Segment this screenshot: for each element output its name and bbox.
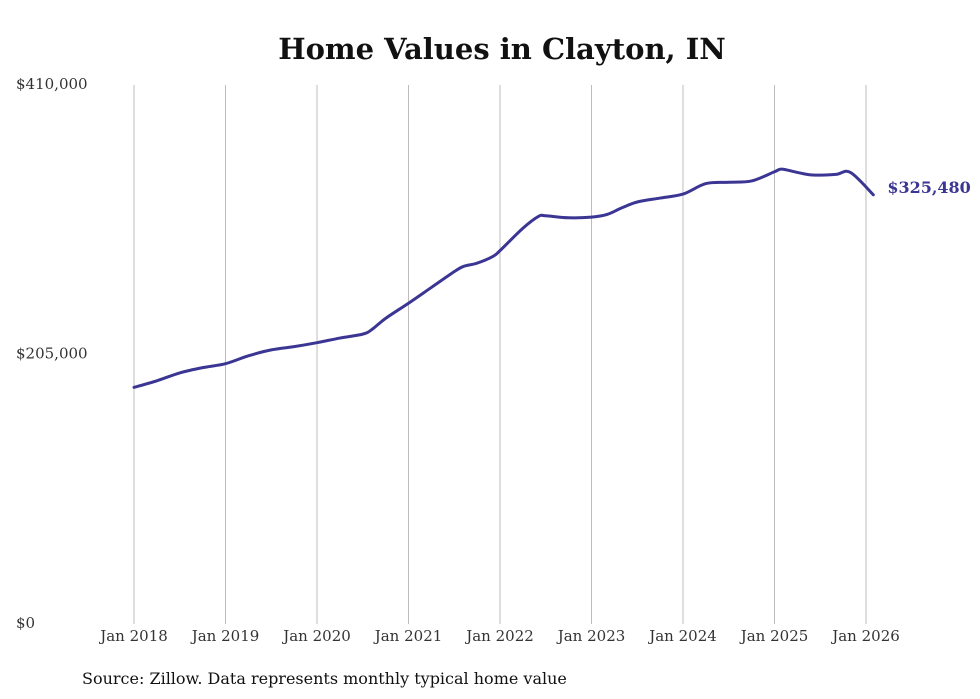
x-tick-label: Jan 2024 xyxy=(647,627,717,645)
x-tick-label: Jan 2019 xyxy=(190,627,260,645)
x-tick-label: Jan 2023 xyxy=(556,627,626,645)
series-line xyxy=(132,167,875,389)
series-layer: $325,480 xyxy=(132,167,971,389)
y-tick-label: $0 xyxy=(16,614,35,632)
x-tick-label: Jan 2018 xyxy=(98,627,168,645)
x-tick-label: Jan 2022 xyxy=(464,627,534,645)
source-note: Source: Zillow. Data represents monthly … xyxy=(82,669,567,688)
x-tick-label: Jan 2021 xyxy=(373,627,443,645)
y-tick-label: $410,000 xyxy=(16,75,88,93)
y-tick-label: $205,000 xyxy=(16,345,88,363)
x-tick-label: Jan 2020 xyxy=(281,627,351,645)
series-end-label: $325,480 xyxy=(887,178,971,197)
x-axis: Jan 2018 Jan 2019 Jan 2020 Jan 2021 Jan 2022… xyxy=(98,627,900,645)
x-tick-label: Jan 2025 xyxy=(739,627,809,645)
x-tick-label: Jan 2026 xyxy=(830,627,900,645)
y-axis: $0 $205,000 $410,000 xyxy=(16,75,88,632)
chart-title: Home Values in Clayton, IN xyxy=(278,32,726,66)
vertical-gridlines xyxy=(133,85,867,624)
